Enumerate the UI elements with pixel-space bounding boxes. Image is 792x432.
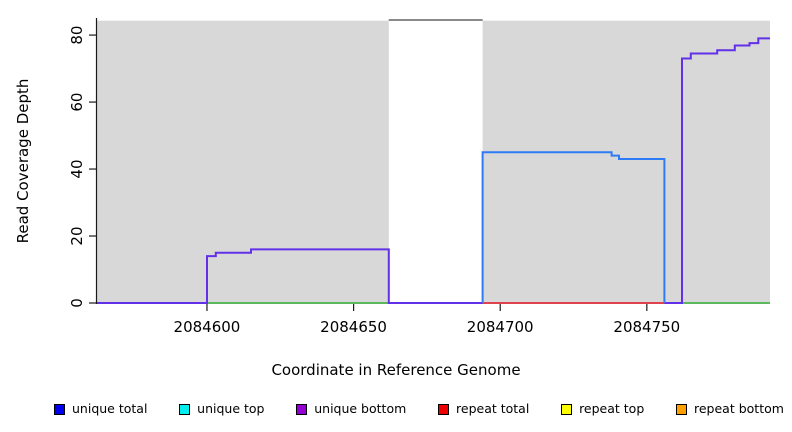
y-axis-title: Read Coverage Depth: [14, 78, 32, 244]
series-unique-total-plateau: [481, 151, 666, 303]
y-tick-label: 20: [68, 226, 86, 245]
legend-swatch-repeat-top: [561, 403, 573, 415]
series-unique-bottom-steps: [97, 37, 770, 304]
legend-swatch-unique-bottom: [296, 403, 308, 415]
legend: unique total unique top unique bottom repea…: [54, 399, 784, 419]
x-tick-label: 2084750: [613, 318, 680, 336]
no-coverage-gap: [388, 20, 483, 305]
legend-label-repeat-bottom: repeat bottom: [694, 401, 784, 416]
x-tick-label: 2084700: [467, 318, 534, 336]
legend-item-unique-top: unique top: [179, 402, 264, 416]
legend-swatch-repeat-bottom: [676, 403, 687, 415]
legend-label-unique-bottom: unique bottom: [314, 401, 407, 416]
legend-label-unique-total: unique total: [72, 401, 148, 416]
y-tick-label: 80: [68, 26, 86, 45]
x-tick-label: 2084650: [320, 318, 387, 336]
y-tick-label: 60: [68, 93, 86, 112]
legend-label-unique-top: unique top: [197, 401, 265, 416]
legend-item-repeat-top: repeat top: [561, 402, 644, 416]
legend-item-repeat-bottom: repeat bottom: [676, 402, 784, 416]
legend-swatch-unique-total: [54, 403, 65, 415]
legend-swatch-repeat-total: [438, 403, 450, 415]
legend-item-unique-total: unique total: [54, 402, 147, 416]
x-tick-label: 2084600: [174, 318, 241, 336]
legend-label-repeat-top: repeat top: [579, 401, 645, 416]
y-tick-label: 0: [68, 298, 86, 308]
legend-item-repeat-total: repeat total: [438, 402, 529, 416]
legend-label-repeat-total: repeat total: [456, 401, 530, 416]
legend-item-unique-bottom: unique bottom: [296, 402, 406, 416]
legend-swatch-unique-top: [179, 403, 191, 415]
y-tick-label: 40: [68, 159, 86, 178]
x-axis-title: Coordinate in Reference Genome: [271, 361, 521, 379]
